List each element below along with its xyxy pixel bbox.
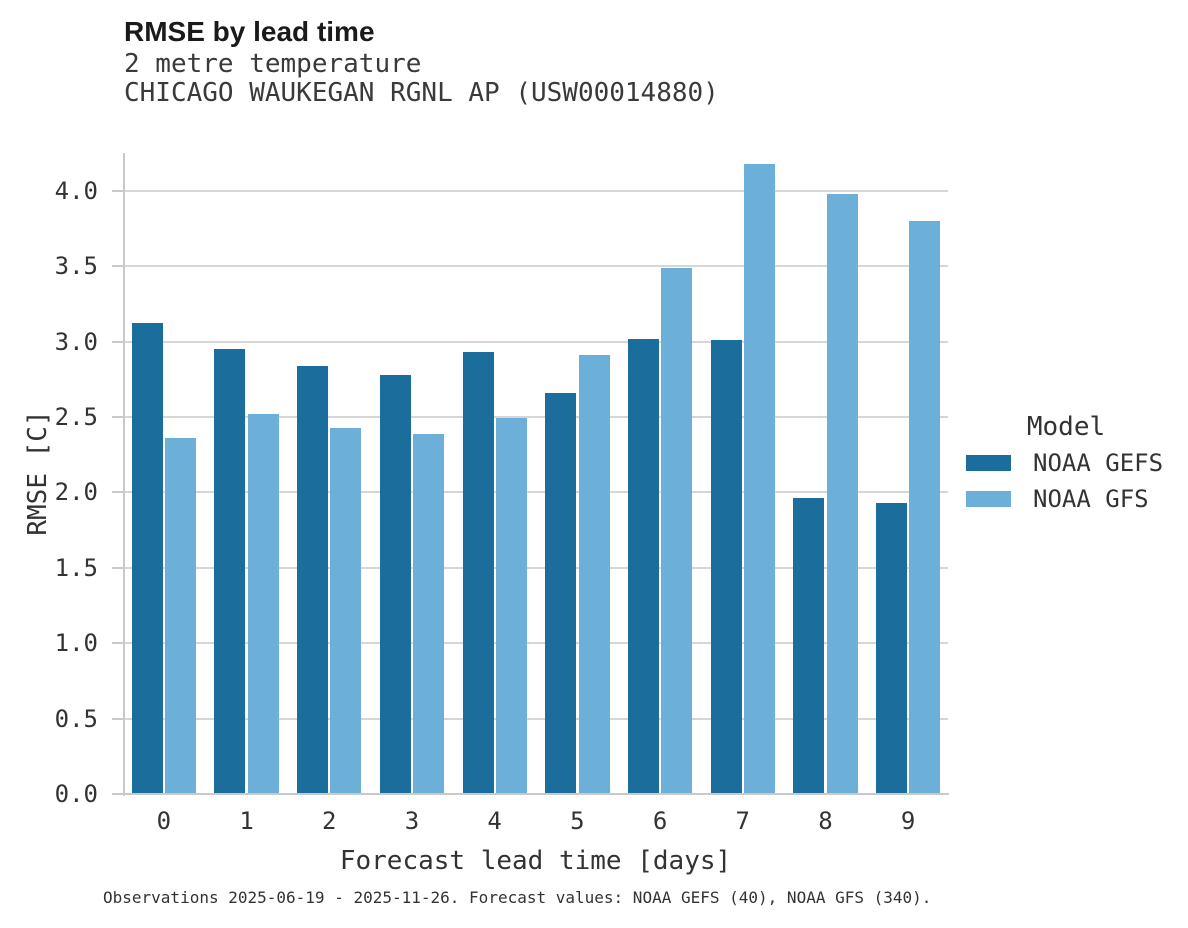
y-tick-label: 2.5	[54, 402, 98, 431]
chart-subtitle-block: 2 metre temperature CHICAGO WAUKEGAN RGN…	[124, 50, 719, 108]
legend-swatch-noaa-gefs	[966, 455, 1011, 471]
bar-noaa-gfs-day-3	[413, 433, 445, 794]
legend: Model NOAA GEFS NOAA GFS	[966, 411, 1166, 523]
gridline	[123, 340, 948, 343]
gridline	[123, 415, 948, 418]
legend-item-noaa-gefs: NOAA GEFS	[966, 451, 1166, 475]
legend-swatch-noaa-gfs	[966, 491, 1011, 507]
plot-panel	[123, 153, 948, 794]
x-tick-label: 6	[652, 807, 668, 835]
caption: Observations 2025-06-19 - 2025-11-26. Fo…	[103, 888, 932, 907]
y-axis-line	[123, 153, 125, 796]
legend-label: NOAA GEFS	[1033, 449, 1164, 477]
bar-noaa-gfs-day-9	[909, 220, 941, 794]
legend-item-noaa-gfs: NOAA GFS	[966, 487, 1166, 511]
y-tick-label: 1.0	[54, 629, 98, 658]
station-label: CHICAGO WAUKEGAN RGNL AP (USW00014880)	[124, 78, 719, 108]
y-tick-mark	[112, 717, 123, 720]
bar-noaa-gefs-day-2	[297, 365, 329, 794]
x-tick-label: 8	[818, 807, 833, 835]
bar-noaa-gfs-day-2	[330, 427, 362, 794]
bar-noaa-gfs-day-4	[495, 418, 527, 794]
bar-noaa-gefs-day-1	[214, 349, 246, 794]
gridline	[123, 642, 948, 645]
x-tick-label: 4	[487, 807, 502, 835]
bar-noaa-gefs-day-0	[131, 323, 163, 794]
y-tick-label: 1.5	[54, 553, 98, 582]
y-tick-mark	[112, 642, 123, 645]
y-tick-mark	[112, 415, 123, 418]
y-tick-label: 3.0	[54, 327, 98, 356]
y-tick-label: 4.0	[54, 176, 98, 205]
x-tick-label: 0	[156, 807, 172, 835]
bar-noaa-gfs-day-1	[247, 413, 279, 794]
bar-noaa-gfs-day-7	[743, 163, 775, 794]
bar-noaa-gfs-day-8	[826, 193, 858, 794]
y-tick-label: 3.5	[54, 252, 98, 281]
legend-label: NOAA GFS	[1033, 485, 1149, 513]
x-tick-label: 9	[900, 807, 916, 835]
x-axis-line	[123, 793, 949, 795]
gridline	[123, 566, 948, 569]
y-tick-label: 0.5	[54, 704, 98, 733]
y-tick-mark	[112, 793, 123, 795]
bar-noaa-gfs-day-6	[661, 267, 693, 794]
chart-title: RMSE by lead time	[124, 16, 375, 47]
chart-subtitle: 2 metre temperature	[124, 49, 422, 79]
bar-noaa-gfs-day-0	[165, 438, 196, 794]
x-tick-label: 5	[570, 807, 585, 835]
bar-noaa-gefs-day-7	[710, 340, 742, 794]
y-tick-label: 2.0	[54, 478, 98, 507]
bar-noaa-gefs-day-6	[627, 338, 659, 794]
x-tick-label: 7	[735, 807, 750, 835]
gridline	[123, 717, 948, 720]
legend-title: Model	[1026, 412, 1106, 442]
bar-noaa-gefs-day-9	[876, 502, 907, 794]
y-tick-mark	[112, 340, 123, 343]
y-tick-mark	[112, 189, 123, 192]
x-tick-label: 2	[322, 807, 337, 835]
y-tick-mark	[112, 265, 123, 268]
gridline	[123, 491, 948, 494]
bar-noaa-gefs-day-5	[545, 392, 577, 794]
x-tick-label: 1	[239, 807, 254, 835]
bar-noaa-gefs-day-8	[793, 498, 825, 794]
bar-noaa-gfs-day-5	[578, 355, 610, 794]
gridline	[123, 189, 948, 192]
gridline	[123, 265, 948, 268]
y-tick-mark	[112, 491, 123, 494]
bar-noaa-gefs-day-3	[379, 374, 411, 794]
x-tick-label: 3	[404, 807, 420, 835]
y-tick-mark	[112, 566, 123, 569]
y-tick-label: 0.0	[54, 780, 98, 808]
x-axis-title: Forecast lead time [days]	[339, 846, 732, 876]
bar-noaa-gefs-day-4	[462, 352, 494, 794]
